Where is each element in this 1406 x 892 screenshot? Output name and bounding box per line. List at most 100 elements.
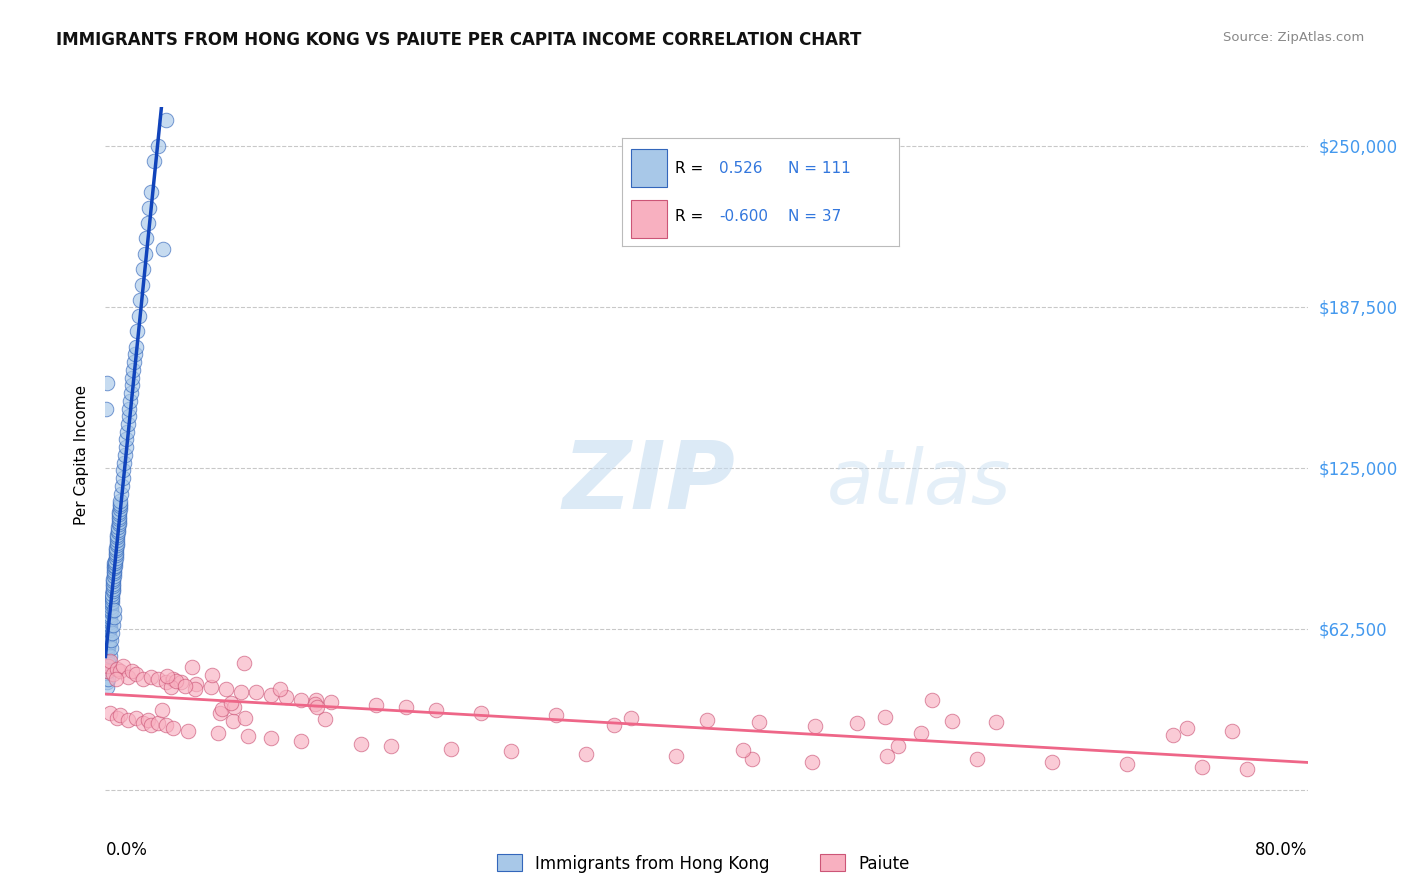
Point (232, 657, 254, 671)
Point (395, 700, 418, 714)
Point (118, 409, 141, 424)
Point (260, 731, 283, 746)
Y-axis label: Per Capita Income: Per Capita Income (75, 384, 90, 525)
Point (425, 703, 447, 717)
Point (121, 665, 143, 679)
Point (124, 347, 146, 361)
Point (152, 242, 174, 256)
Point (135, 231, 157, 245)
Point (105, 533, 128, 547)
Point (118, 401, 141, 416)
Text: -0.600: -0.600 (718, 209, 768, 224)
Point (104, 546, 127, 560)
Point (97, 665, 120, 679)
Point (101, 584, 124, 599)
Point (121, 370, 143, 384)
Legend: Immigrants from Hong Kong, Paiute: Immigrants from Hong Kong, Paiute (491, 847, 915, 880)
Point (910, 725, 932, 739)
Point (110, 665, 132, 679)
Point (602, 718, 624, 732)
Point (100, 598, 122, 612)
Text: R =: R = (675, 161, 703, 176)
FancyBboxPatch shape (631, 200, 666, 237)
Point (1236, 762, 1258, 776)
Point (546, 708, 568, 723)
Point (100, 595, 122, 609)
Point (269, 681, 291, 696)
Point (155, 674, 177, 689)
Text: R =: R = (675, 209, 703, 224)
Point (165, 674, 187, 689)
Point (101, 618, 124, 632)
Point (97, 636, 120, 650)
Point (108, 502, 131, 516)
Point (101, 590, 124, 604)
Point (1191, 760, 1213, 774)
Point (260, 688, 283, 702)
Point (174, 679, 197, 693)
Point (129, 293, 152, 308)
Point (97, 633, 120, 648)
Point (108, 500, 131, 514)
Point (100, 599, 122, 614)
Point (104, 549, 127, 563)
Point (103, 574, 125, 589)
Point (211, 702, 233, 716)
Point (110, 486, 132, 500)
Point (98, 706, 121, 720)
Point (155, 112, 177, 127)
Point (101, 592, 124, 607)
Point (101, 579, 124, 593)
Point (132, 715, 155, 730)
Point (804, 719, 827, 733)
Point (290, 692, 312, 706)
Point (98, 657, 121, 671)
Point (741, 752, 763, 766)
Point (139, 669, 162, 683)
Point (108, 497, 131, 511)
Point (162, 721, 184, 735)
Text: IMMIGRANTS FROM HONG KONG VS PAIUTE PER CAPITA INCOME CORRELATION CHART: IMMIGRANTS FROM HONG KONG VS PAIUTE PER … (56, 31, 862, 49)
Point (96, 680, 118, 694)
Point (620, 711, 643, 725)
Point (184, 677, 207, 691)
Point (132, 672, 155, 686)
Point (845, 715, 868, 730)
Point (314, 712, 336, 726)
Point (222, 714, 245, 728)
Point (207, 726, 229, 740)
Point (117, 669, 139, 683)
Point (96, 401, 118, 416)
Point (219, 697, 242, 711)
Point (98, 628, 121, 642)
Point (108, 509, 131, 524)
Point (162, 672, 184, 686)
Point (131, 277, 153, 292)
Point (100, 633, 122, 648)
Point (138, 201, 160, 215)
Point (110, 708, 132, 723)
Point (134, 247, 156, 261)
Text: 80.0%: 80.0% (1256, 841, 1308, 859)
Point (107, 525, 129, 540)
Text: 0.0%: 0.0% (105, 841, 148, 859)
Point (696, 714, 718, 728)
Point (100, 641, 122, 656)
Point (124, 340, 146, 354)
Point (108, 507, 131, 521)
Text: atlas: atlas (827, 446, 1011, 520)
Text: N = 37: N = 37 (789, 209, 842, 224)
Point (100, 602, 122, 616)
Point (122, 363, 145, 377)
Point (104, 551, 127, 566)
Point (142, 154, 165, 169)
Point (748, 715, 770, 730)
Point (146, 138, 169, 153)
Point (201, 668, 224, 682)
Point (122, 355, 145, 369)
Point (136, 714, 159, 728)
Point (105, 672, 128, 686)
Point (183, 681, 205, 696)
Point (100, 605, 122, 619)
Point (96, 648, 118, 663)
